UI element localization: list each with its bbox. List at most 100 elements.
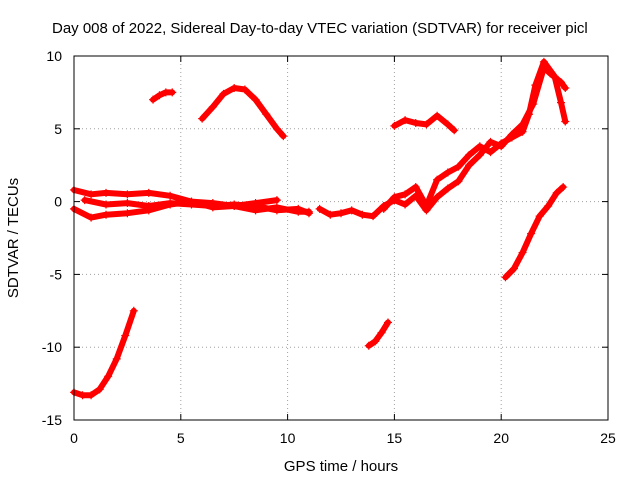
data-point	[251, 201, 260, 210]
data-point	[262, 110, 271, 119]
data-point	[422, 201, 431, 210]
series-arc-9	[390, 111, 459, 135]
y-tick-label: -10	[42, 339, 62, 355]
x-tick-label: 5	[177, 430, 185, 446]
series-arc-11	[501, 183, 568, 282]
data-point	[219, 89, 228, 98]
data-point	[304, 209, 313, 218]
series-arc-1	[70, 306, 138, 400]
data-point	[401, 116, 410, 125]
data-point	[454, 162, 463, 171]
data-point	[123, 199, 132, 208]
axis-ticks: 0 5 10 15 20 25 -15 -10 -5 0 5 10	[42, 48, 616, 446]
data-point	[80, 196, 89, 205]
data-point	[198, 114, 207, 123]
data-point	[531, 81, 540, 90]
data-point	[507, 133, 516, 142]
data-point	[475, 142, 484, 151]
data-point	[279, 132, 288, 141]
data-point	[78, 391, 87, 400]
data-point	[559, 183, 568, 192]
data-point	[155, 91, 164, 100]
data-point	[208, 201, 217, 210]
data-point	[544, 201, 553, 210]
data-point	[433, 111, 442, 120]
data-point	[433, 193, 442, 202]
data-point	[557, 98, 566, 107]
data-point	[144, 201, 153, 210]
data-point	[411, 183, 420, 192]
data-points	[70, 57, 570, 400]
data-point	[450, 126, 459, 135]
x-axis-label: GPS time / hours	[284, 458, 398, 475]
x-tick-label: 15	[387, 430, 403, 446]
data-point	[383, 318, 392, 327]
y-tick-label: -5	[50, 266, 63, 282]
series-arc-6	[80, 196, 313, 218]
data-point	[433, 175, 442, 184]
y-axis-label: SDTVAR / TECUs	[5, 178, 22, 298]
data-point	[524, 110, 533, 119]
data-point	[454, 177, 463, 186]
y-tick-label: -15	[42, 412, 62, 428]
data-point	[230, 200, 239, 209]
data-point	[149, 95, 158, 104]
data-point	[561, 84, 570, 93]
data-point	[550, 72, 559, 81]
data-point	[102, 200, 111, 209]
data-point	[390, 121, 399, 130]
data-point	[518, 248, 527, 257]
series-arc-2	[149, 88, 177, 104]
y-tick-label: 10	[46, 48, 62, 64]
data-point	[369, 212, 378, 221]
data-point	[129, 306, 138, 315]
data-point	[552, 188, 561, 197]
data-point	[315, 204, 324, 213]
data-point	[422, 120, 431, 129]
data-point	[123, 209, 132, 218]
data-point	[475, 151, 484, 160]
data-point	[390, 193, 399, 202]
data-point	[510, 264, 519, 273]
data-point	[486, 148, 495, 157]
data-point	[112, 354, 121, 363]
data-point	[347, 206, 356, 215]
series-arc-10	[364, 318, 392, 350]
data-point	[87, 190, 96, 199]
plot-frame	[73, 55, 609, 421]
data-point	[377, 328, 386, 337]
data-point	[251, 95, 260, 104]
series-band	[380, 58, 569, 212]
data-point	[230, 84, 239, 93]
data-point	[121, 331, 130, 340]
data-point	[166, 199, 175, 208]
data-point	[539, 57, 548, 66]
data-point	[123, 190, 132, 199]
x-tick-label: 10	[280, 430, 296, 446]
series-band	[502, 184, 567, 281]
data-point	[443, 168, 452, 177]
data-point	[87, 213, 96, 222]
data-point	[337, 209, 345, 218]
data-point	[272, 124, 281, 133]
data-point	[443, 120, 452, 129]
data-point	[518, 127, 527, 136]
data-point	[379, 204, 388, 213]
data-point	[401, 190, 410, 199]
data-point	[166, 191, 175, 200]
chart-title: Day 008 of 2022, Sidereal Day-to-day VTE…	[52, 20, 588, 37]
grid	[74, 56, 608, 420]
data-point	[364, 341, 373, 350]
data-point	[102, 188, 111, 197]
y-tick-label: 5	[54, 121, 62, 137]
data-point	[465, 151, 474, 160]
data-point	[102, 210, 111, 219]
data-point	[95, 385, 104, 394]
data-point	[561, 117, 570, 126]
data-point	[401, 200, 410, 209]
data-point	[465, 161, 474, 170]
data-point	[443, 184, 452, 193]
data-point	[168, 88, 177, 97]
